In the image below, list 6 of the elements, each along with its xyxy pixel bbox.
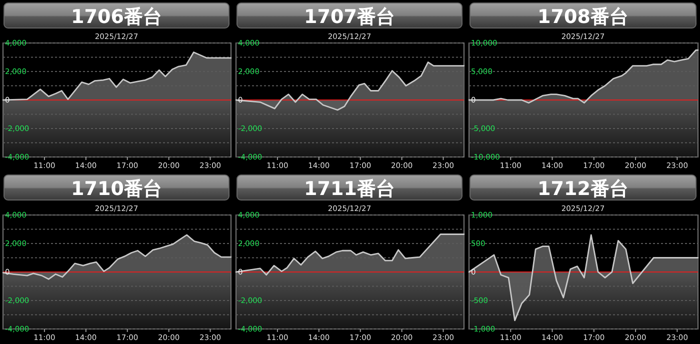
chart-title: 1712番台 xyxy=(538,178,628,200)
chart-title: 1710番台 xyxy=(71,178,162,200)
chart-title: 1706番台 xyxy=(71,6,162,28)
chart-title: 1711番台 xyxy=(304,178,395,200)
chart-title: 1707番台 xyxy=(304,6,395,28)
chart-title: 1708番台 xyxy=(538,6,628,28)
